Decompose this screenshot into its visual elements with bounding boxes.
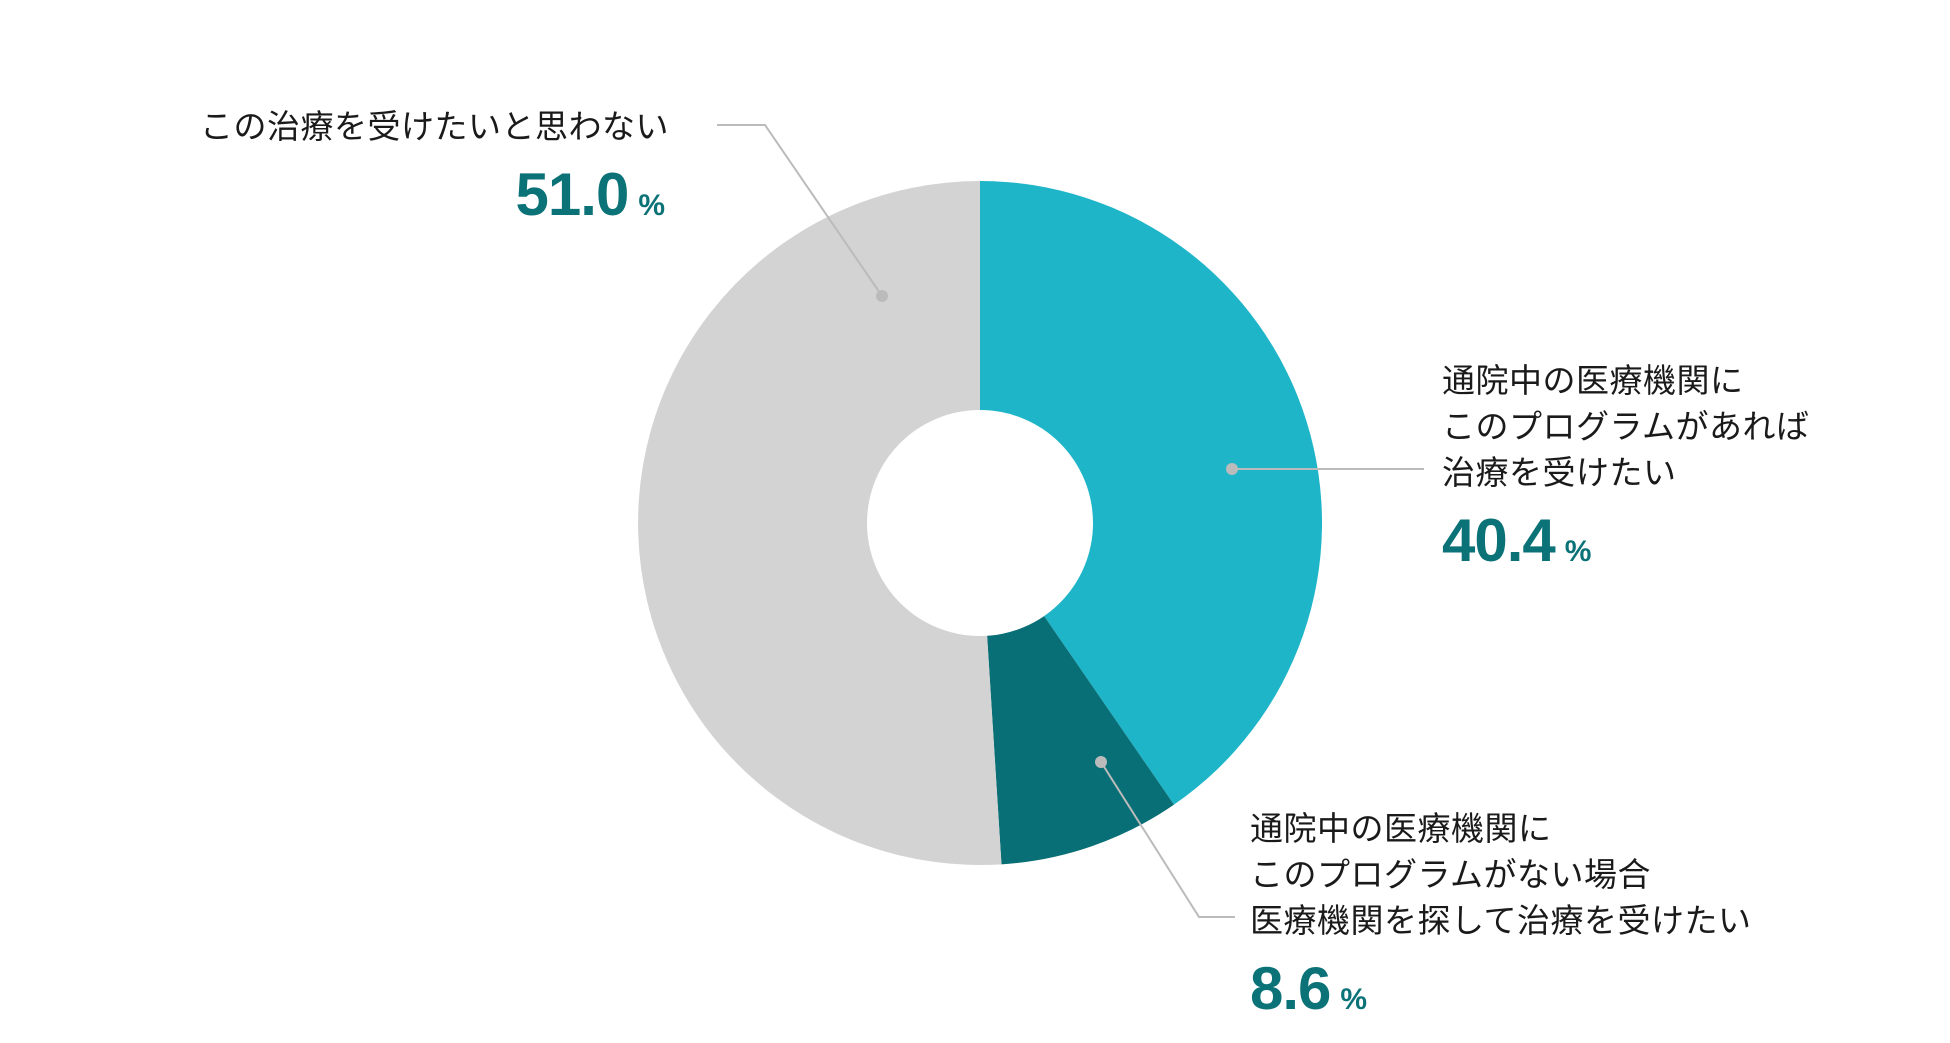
slice-not-want <box>638 181 1002 865</box>
label-not-want: この治療を受けたいと思わない 51.0% <box>200 104 669 229</box>
leader-dot-with-program <box>1226 463 1238 475</box>
unit-without-program: % <box>1340 983 1368 1016</box>
unit-not-want: % <box>638 189 665 222</box>
label-not-want-value: 51.0% <box>200 160 669 229</box>
label-with-program-line-1: 通院中の医療機関に <box>1442 361 1744 400</box>
leader-dot-not-want <box>876 290 888 302</box>
label-without-program: 通院中の医療機関に このプログラムがない場合 医療機関を探して治療を受けたい 8… <box>1250 806 1752 1023</box>
leader-line-without-program <box>1100 761 1235 918</box>
label-without-program-line-3: 医療機関を探して治療を受けたい <box>1250 901 1752 940</box>
value-with-program: 40.4 <box>1442 507 1556 574</box>
label-with-program-line-2: このプログラムがあれば <box>1442 407 1810 446</box>
label-without-program-line-2: このプログラムがない場合 <box>1250 855 1652 894</box>
leader-lines <box>717 124 1424 918</box>
value-not-want: 51.0 <box>515 161 630 228</box>
label-without-program-value: 8.6% <box>1250 954 1752 1023</box>
donut-hole <box>867 410 1093 636</box>
donut-slices <box>638 181 1323 865</box>
label-with-program: 通院中の医療機関に このプログラムがあれば 治療を受けたい 40.4% <box>1442 358 1810 575</box>
value-without-program: 8.6 <box>1250 955 1331 1022</box>
label-with-program-value: 40.4% <box>1442 506 1810 575</box>
leader-dot-without-program <box>1095 756 1107 768</box>
label-not-want-text: この治療を受けたいと思わない <box>200 107 669 146</box>
label-with-program-line-3: 治療を受けたい <box>1442 453 1677 492</box>
unit-with-program: % <box>1564 535 1592 568</box>
label-without-program-line-1: 通院中の医療機関に <box>1250 809 1552 848</box>
leader-line-not-want <box>717 124 883 297</box>
slice-with-program <box>980 181 1323 805</box>
